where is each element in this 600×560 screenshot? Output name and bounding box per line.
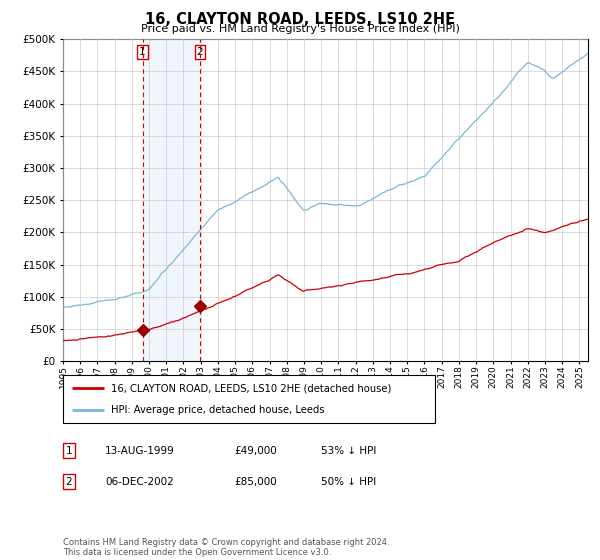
Text: £85,000: £85,000: [234, 477, 277, 487]
Text: 53% ↓ HPI: 53% ↓ HPI: [321, 446, 376, 456]
Text: 1: 1: [65, 446, 73, 456]
Text: 06-DEC-2002: 06-DEC-2002: [105, 477, 174, 487]
Text: £49,000: £49,000: [234, 446, 277, 456]
Text: 50% ↓ HPI: 50% ↓ HPI: [321, 477, 376, 487]
FancyBboxPatch shape: [63, 375, 435, 423]
Text: 13-AUG-1999: 13-AUG-1999: [105, 446, 175, 456]
Text: 2: 2: [65, 477, 73, 487]
Bar: [143, 39, 200, 361]
Text: 2: 2: [197, 47, 203, 57]
Text: 1: 1: [139, 47, 146, 57]
Text: 16, CLAYTON ROAD, LEEDS, LS10 2HE (detached house): 16, CLAYTON ROAD, LEEDS, LS10 2HE (detac…: [112, 383, 392, 393]
Text: HPI: Average price, detached house, Leeds: HPI: Average price, detached house, Leed…: [112, 405, 325, 415]
Text: 16, CLAYTON ROAD, LEEDS, LS10 2HE: 16, CLAYTON ROAD, LEEDS, LS10 2HE: [145, 12, 455, 27]
Text: Contains HM Land Registry data © Crown copyright and database right 2024.
This d: Contains HM Land Registry data © Crown c…: [63, 538, 389, 557]
Text: Price paid vs. HM Land Registry's House Price Index (HPI): Price paid vs. HM Land Registry's House …: [140, 24, 460, 34]
